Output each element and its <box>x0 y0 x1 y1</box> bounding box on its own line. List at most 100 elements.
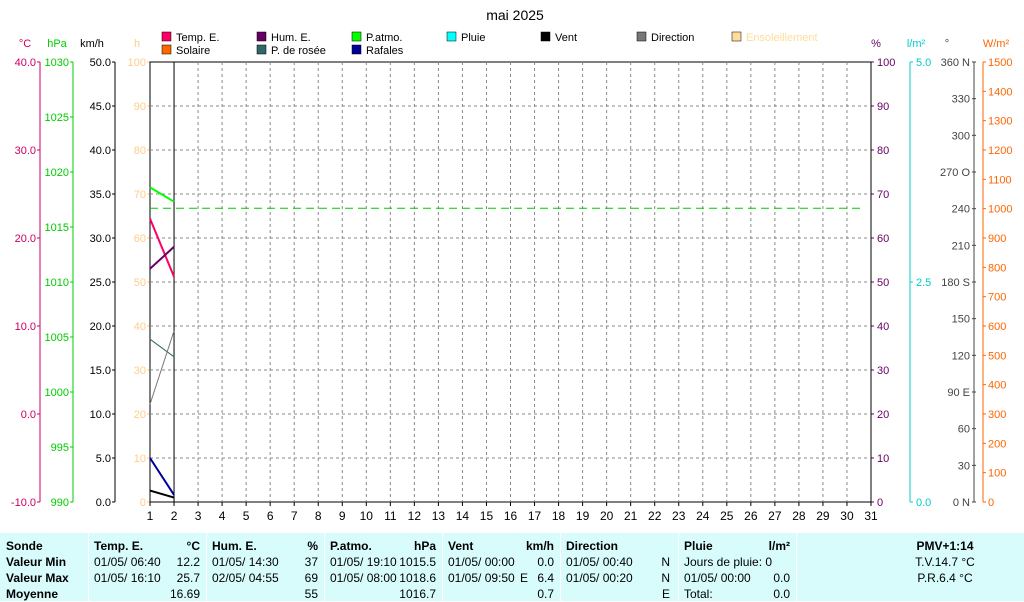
x-tick-label: 23 <box>672 509 686 523</box>
axis-tick-label: 120 <box>952 350 970 362</box>
x-tick-label: 30 <box>840 509 854 523</box>
x-tick-label: 31 <box>864 509 878 523</box>
axis-tick-label: 40 <box>877 321 889 333</box>
x-tick-label: 19 <box>576 509 590 523</box>
stats-temp-max-date: 01/05/ 16:10 <box>94 571 161 585</box>
stats-pmv-pr: P.R.6.4 °C <box>917 571 973 585</box>
axis-tick-label: 40.0 <box>90 145 111 157</box>
legend-label: Solaire <box>176 45 210 57</box>
x-tick-label: 28 <box>792 509 806 523</box>
axis-tick-label: 70 <box>877 189 889 201</box>
x-tick-label: 25 <box>720 509 734 523</box>
stats-hum-max-date: 02/05/ 04:55 <box>212 571 279 585</box>
axis-tick-label: 150 <box>952 314 970 326</box>
axis-tick-label: 0.0 <box>21 409 36 421</box>
stats-col-pluie: Pluie l/m² Jours de pluie: 0 01/05/ 00:00… <box>678 533 796 601</box>
x-tick-label: 27 <box>768 509 782 523</box>
axis-unit-label: ° <box>945 38 949 50</box>
x-tick-label: 14 <box>456 509 470 523</box>
stats-pmv-header: PMV+1:14 <box>916 539 974 553</box>
stats-hum-min-date: 01/05/ 14:30 <box>212 555 279 569</box>
legend-label: P.atmo. <box>366 32 403 44</box>
stats-pluie-total-label: Total: <box>684 587 713 601</box>
series-line <box>149 330 175 405</box>
stats-hum-unit: % <box>307 539 318 553</box>
axis-tick-label: 45.0 <box>90 101 111 113</box>
axis-tick-label: 80 <box>134 145 146 157</box>
series-line <box>149 186 175 203</box>
axis-tick-label: 600 <box>988 321 1006 333</box>
x-tick-label: 9 <box>339 509 346 523</box>
x-tick-label: 3 <box>195 509 202 523</box>
stats-vent-min-date: 01/05/ 00:00 <box>448 555 515 569</box>
axis-tick-label: 0 <box>877 497 883 509</box>
stats-vent-min-val: 0.0 <box>537 555 554 569</box>
axis-tick-label: 5.0 <box>916 57 931 69</box>
axis-tick-label: 270 O <box>940 167 970 179</box>
axis-tick-label: 20.0 <box>15 233 36 245</box>
axis-tick-label: 900 <box>988 233 1006 245</box>
stats-patmo-min-val: 1015.5 <box>399 555 436 569</box>
axis-tick-label: 40 <box>134 321 146 333</box>
axis-tick-label: 0 <box>988 497 994 509</box>
stats-vent-unit: km/h <box>525 539 554 553</box>
axis-tick-label: 210 <box>952 240 970 252</box>
stats-col-direction: Direction 01/05/ 00:40 N 01/05/ 00:20 N E <box>560 533 678 601</box>
stats-direction-min-date: 01/05/ 00:40 <box>566 555 633 569</box>
legend-swatch <box>256 31 267 42</box>
legend-swatch <box>256 44 267 55</box>
axis-tick-label: 1000 <box>988 204 1012 216</box>
x-tick-label: 15 <box>480 509 494 523</box>
axis-tick-label: 30.0 <box>90 233 111 245</box>
stats-direction-max-val: N <box>661 571 670 585</box>
stats-row-max-label: Valeur Max <box>6 571 69 585</box>
axis-tick-label: 800 <box>988 262 1006 274</box>
axis-tick-label: 180 S <box>941 277 970 289</box>
axis-tick-label: 90 E <box>947 387 970 399</box>
axis-tick-label: 1500 <box>988 57 1012 69</box>
x-tick-label: 5 <box>243 509 250 523</box>
legend-label: Ensoleillement <box>746 32 818 44</box>
stats-hum-header: Hum. E. <box>212 539 257 553</box>
series-line <box>149 457 175 496</box>
x-tick-label: 7 <box>291 509 298 523</box>
legend-swatch <box>351 31 362 42</box>
series-line <box>149 246 175 270</box>
stats-col-vent: Vent km/h 01/05/ 00:00 0.0 01/05/ 09:50 E 6.… <box>442 533 560 601</box>
stats-pluie-header: Pluie <box>684 539 713 553</box>
axis-tick-label: 50 <box>877 277 889 289</box>
axis-tick-label: 30.0 <box>15 145 36 157</box>
stats-patmo-avg: 1016.7 <box>399 587 436 601</box>
legend-swatch <box>161 44 172 55</box>
stats-col-temp: Temp. E. °C 01/05/ 06:40 12.2 01/05/ 16:10… <box>88 533 206 601</box>
stats-hum-min-val: 37 <box>304 555 318 569</box>
axis-tick-label: 1400 <box>988 86 1012 98</box>
axis-unit-label: W/m² <box>983 38 1010 50</box>
axis-unit-label: % <box>871 38 881 50</box>
chart-legend: Temp. E. Hum. E. P.atmo. Pluie Vent Direction… <box>161 31 818 57</box>
chart-title: mai 2025 <box>486 7 544 23</box>
axis-tick-label: 330 <box>952 94 970 106</box>
legend-label: Vent <box>555 32 577 44</box>
stats-pluie-days: Jours de pluie: 0 <box>684 555 773 569</box>
axis-tick-label: 5.0 <box>96 453 111 465</box>
stats-pluie-unit: l/m² <box>768 539 790 553</box>
stats-pluie-total-val: 0.0 <box>773 587 790 601</box>
axis-tick-label: 1025 <box>45 112 69 124</box>
axis-tick-label: 60 <box>134 233 146 245</box>
axis-tick-label: 90 <box>877 101 889 113</box>
x-tick-label: 1 <box>147 509 154 523</box>
stats-patmo-header: P.atmo. <box>330 539 372 553</box>
legend-label: Pluie <box>461 32 485 44</box>
stats-pluie-max-date: 01/05/ 00:00 <box>684 571 751 585</box>
axis-tick-label: 1005 <box>45 332 69 344</box>
x-tick-label: 20 <box>600 509 614 523</box>
x-tick-label: 22 <box>648 509 662 523</box>
x-tick-label: 6 <box>267 509 274 523</box>
axis-unit-label: km/h <box>80 38 104 50</box>
stats-col-pmv: PMV+1:14 T.V.14.7 °C P.R.6.4 °C <box>796 533 1024 601</box>
axis-unit-label: hPa <box>47 38 67 50</box>
legend-swatch <box>446 31 457 42</box>
weather-chart: mai 2025 Temp. E. Hum. E. P.atmo. Pluie Vent… <box>11 7 1013 523</box>
x-tick-label: 12 <box>408 509 422 523</box>
